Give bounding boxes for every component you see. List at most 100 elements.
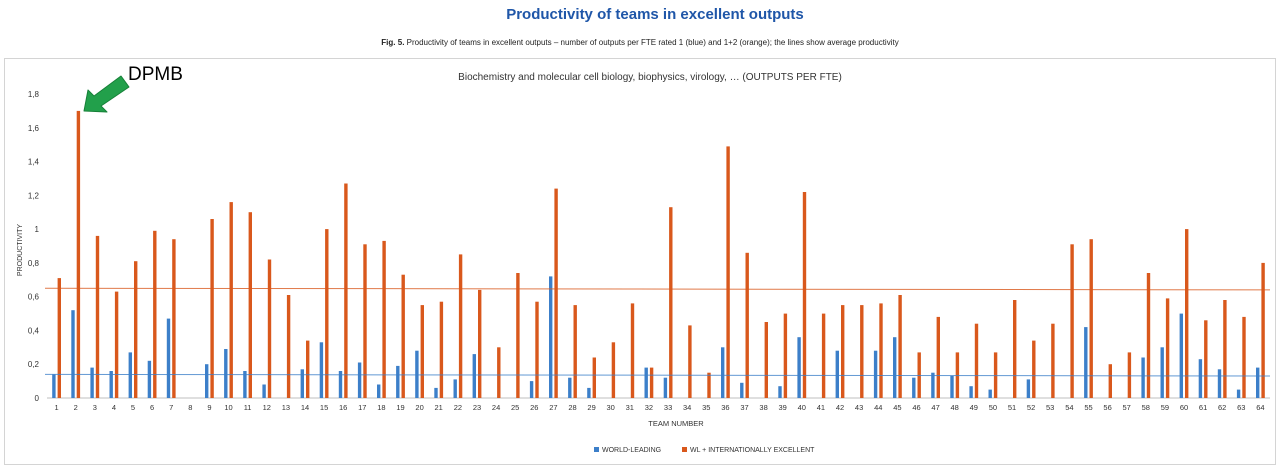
bar-world-leading: [835, 350, 839, 398]
legend-label-world-leading: WORLD-LEADING: [602, 447, 661, 454]
bar-world-leading: [568, 377, 572, 398]
bar-wl-internationally-excellent: [1032, 340, 1036, 398]
bar-world-leading: [109, 371, 113, 398]
bar-wl-internationally-excellent: [974, 323, 979, 398]
y-tick-label: 0,4: [28, 326, 40, 335]
bar-world-leading: [472, 354, 476, 398]
bar-wl-internationally-excellent: [210, 219, 214, 398]
average-line-wl-internationally-excellent: [44, 287, 1271, 291]
bar-wl-internationally-excellent: [1013, 300, 1017, 398]
legend-swatch-world-leading: [594, 447, 599, 452]
bar-world-leading: [988, 389, 992, 398]
y-tick-label: 1,4: [28, 158, 40, 167]
x-tick-label: 5: [131, 403, 135, 412]
bar-wl-internationally-excellent: [95, 235, 100, 398]
x-tick-label: 51: [1008, 403, 1016, 412]
x-tick-label: 33: [664, 403, 672, 412]
x-tick-label: 61: [1199, 403, 1207, 412]
bar-world-leading: [663, 377, 668, 398]
x-tick-label: 8: [188, 403, 192, 412]
bar-world-leading: [873, 350, 878, 398]
bar-world-leading: [243, 371, 247, 398]
x-tick-label: 42: [836, 403, 844, 412]
x-tick-label: 28: [568, 403, 576, 412]
bar-wl-internationally-excellent: [860, 305, 864, 398]
x-tick-label: 53: [1046, 403, 1054, 412]
x-tick-label: 20: [415, 403, 423, 412]
bar-wl-internationally-excellent: [344, 183, 348, 398]
bar-wl-internationally-excellent: [669, 207, 673, 398]
x-tick-label: 23: [473, 403, 481, 412]
bar-wl-internationally-excellent: [76, 110, 81, 399]
bar-world-leading: [128, 352, 132, 398]
figure-caption-text: Productivity of teams in excellent outpu…: [406, 38, 899, 47]
x-tick-label: 7: [169, 403, 173, 412]
bar-wl-internationally-excellent: [134, 261, 138, 398]
bar-world-leading: [529, 381, 534, 398]
bar-wl-internationally-excellent: [248, 212, 252, 398]
x-tick-label: 46: [912, 403, 920, 412]
bar-world-leading: [377, 384, 381, 398]
x-tick-label: 57: [1123, 403, 1131, 412]
y-tick-label: 0,6: [28, 293, 40, 302]
x-tick-label: 48: [951, 403, 959, 412]
bar-world-leading: [90, 367, 94, 398]
x-tick-label: 49: [970, 403, 978, 412]
y-tick-label: 1,6: [28, 124, 40, 133]
x-tick-label: 2: [74, 403, 78, 412]
bar-wl-internationally-excellent: [1165, 298, 1170, 398]
x-tick-label: 54: [1065, 403, 1073, 412]
bar-wl-internationally-excellent: [286, 295, 291, 398]
bar-wl-internationally-excellent: [898, 295, 902, 398]
x-tick-label: 59: [1161, 403, 1169, 412]
x-tick-label: 21: [435, 403, 443, 412]
x-tick-label: 18: [377, 403, 385, 412]
bar-wl-internationally-excellent: [821, 313, 826, 398]
x-tick-label: 63: [1237, 403, 1245, 412]
bar-wl-internationally-excellent: [1261, 262, 1265, 398]
chart-title: Biochemistry and molecular cell biology,…: [458, 72, 842, 83]
x-tick-label: 10: [224, 403, 232, 412]
bar-wl-internationally-excellent: [363, 244, 367, 398]
bar-world-leading: [721, 347, 725, 398]
bar-wl-internationally-excellent: [229, 202, 233, 398]
figure-number: Fig. 5.: [381, 38, 405, 47]
bar-wl-internationally-excellent: [497, 347, 501, 398]
x-tick-label: 31: [626, 403, 634, 412]
x-tick-label: 62: [1218, 403, 1226, 412]
y-tick-label: 1,8: [28, 90, 40, 99]
x-tick-label: 56: [1103, 403, 1111, 412]
bar-world-leading: [1141, 357, 1145, 398]
bar-wl-internationally-excellent: [1070, 244, 1074, 398]
bar-world-leading: [969, 386, 973, 398]
annotation-label: DPMB: [128, 64, 183, 85]
x-tick-label: 58: [1142, 403, 1150, 412]
x-tick-label: 13: [282, 403, 290, 412]
bar-world-leading: [912, 377, 916, 398]
bar-world-leading: [147, 360, 152, 398]
bar-world-leading: [549, 276, 553, 398]
bar-wl-internationally-excellent: [267, 259, 272, 398]
bar-wl-internationally-excellent: [1204, 320, 1208, 398]
figure-caption: Fig. 5. Productivity of teams in excelle…: [0, 38, 1280, 47]
bar-world-leading: [1236, 389, 1241, 398]
bar-world-leading: [205, 364, 209, 398]
x-tick-label: 15: [320, 403, 328, 412]
bar-wl-internationally-excellent: [688, 325, 692, 398]
bar-world-leading: [587, 387, 591, 398]
y-tick-label: 1,2: [28, 191, 40, 200]
bar-world-leading: [1256, 367, 1260, 398]
x-tick-label: 64: [1256, 403, 1264, 412]
bar-world-leading: [778, 386, 782, 398]
x-tick-label: 26: [530, 403, 538, 412]
bar-wl-internationally-excellent: [1051, 323, 1055, 398]
x-tick-label: 36: [721, 403, 729, 412]
bar-wl-internationally-excellent: [1185, 229, 1189, 398]
bar-wl-internationally-excellent: [592, 357, 596, 398]
bar-wl-internationally-excellent: [1127, 352, 1132, 398]
bar-wl-internationally-excellent: [153, 230, 157, 398]
y-tick-label: 0: [35, 394, 40, 403]
annotation-arrow-icon: [83, 75, 130, 113]
bar-world-leading: [300, 369, 304, 398]
bar-world-leading: [931, 372, 935, 398]
